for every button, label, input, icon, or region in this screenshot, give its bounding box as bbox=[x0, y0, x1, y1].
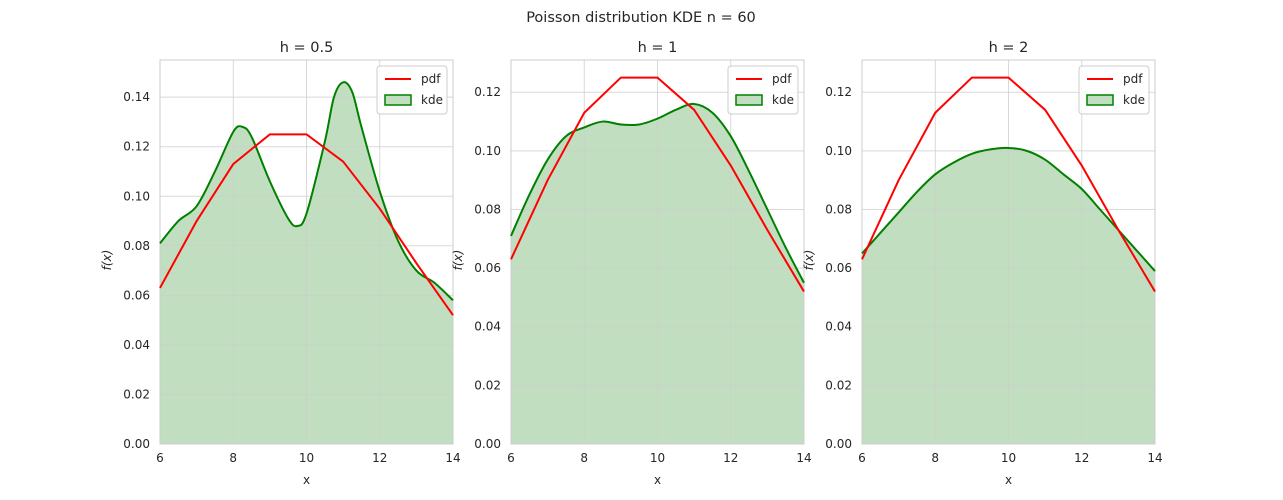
panel-title: h = 2 bbox=[989, 40, 1029, 56]
x-axis-label: x bbox=[303, 473, 310, 487]
x-tick-label: 6 bbox=[156, 451, 164, 465]
y-tick-label: 0.00 bbox=[825, 437, 852, 451]
legend-kde-swatch bbox=[1086, 94, 1114, 106]
axes-frame bbox=[159, 59, 454, 445]
y-tick-label: 0.04 bbox=[825, 320, 852, 334]
y-tick-label: 0.08 bbox=[474, 202, 501, 216]
x-tick-label: 14 bbox=[445, 451, 460, 465]
x-tick-label: 6 bbox=[507, 451, 515, 465]
pdf-line bbox=[159, 133, 454, 316]
y-axis-label: f(x) bbox=[100, 250, 114, 271]
y-tick-label: 0.02 bbox=[825, 378, 852, 392]
legend-kde-label: kde bbox=[421, 93, 443, 107]
legend-kde-label: kde bbox=[772, 93, 794, 107]
panel-title: h = 1 bbox=[638, 40, 678, 56]
y-tick-label: 0.04 bbox=[474, 320, 501, 334]
y-tick-label: 0.06 bbox=[825, 261, 852, 275]
kde-line bbox=[861, 146, 1156, 272]
panel-h-0-5: 6 8 10 12 14 0.00 0.02 0.04 0.06 0.08 0.10 0.12 0.14… bbox=[100, 40, 461, 487]
panel-title: h = 0.5 bbox=[280, 40, 334, 56]
kde-line bbox=[510, 102, 805, 284]
legend: pdf kde bbox=[727, 65, 799, 115]
y-tick-label: 0.12 bbox=[123, 140, 150, 154]
x-tick-label: 14 bbox=[796, 451, 811, 465]
x-tick-label: 8 bbox=[580, 451, 588, 465]
x-tick-label: 10 bbox=[650, 451, 665, 465]
axes-frame bbox=[510, 59, 805, 445]
x-tick-label: 8 bbox=[931, 451, 939, 465]
x-tick-label: 8 bbox=[229, 451, 237, 465]
y-tick-label: 0.10 bbox=[825, 144, 852, 158]
legend-pdf-label: pdf bbox=[772, 72, 792, 86]
y-axis-label: f(x) bbox=[802, 250, 816, 271]
legend-kde-swatch bbox=[384, 94, 412, 106]
y-tick-label: 0.08 bbox=[123, 239, 150, 253]
y-axis-label: f(x) bbox=[451, 250, 465, 271]
x-tick-label: 12 bbox=[1074, 451, 1089, 465]
y-tick-label: 0.10 bbox=[123, 189, 150, 203]
legend: pdf kde bbox=[376, 65, 448, 115]
panel-h-1: 6 8 10 12 14 0.00 0.02 0.04 0.06 0.08 0.10 0.12 h = … bbox=[451, 40, 812, 487]
legend: pdf kde bbox=[1078, 65, 1150, 115]
legend-pdf-label: pdf bbox=[421, 72, 441, 86]
figure-suptitle: Poisson distribution KDE n = 60 bbox=[526, 10, 756, 26]
y-tick-label: 0.02 bbox=[123, 387, 150, 401]
y-tick-label: 0.00 bbox=[123, 437, 150, 451]
y-tick-label: 0.04 bbox=[123, 338, 150, 352]
y-tick-label: 0.06 bbox=[123, 288, 150, 302]
x-tick-label: 12 bbox=[723, 451, 738, 465]
x-tick-label: 10 bbox=[299, 451, 314, 465]
x-axis-label: x bbox=[1005, 473, 1012, 487]
y-tick-label: 0.12 bbox=[474, 85, 501, 99]
pdf-line bbox=[861, 76, 1156, 293]
y-tick-label: 0.12 bbox=[825, 85, 852, 99]
y-tick-label: 0.14 bbox=[123, 90, 150, 104]
x-tick-label: 6 bbox=[858, 451, 866, 465]
y-tick-label: 0.08 bbox=[825, 202, 852, 216]
y-tick-label: 0.06 bbox=[474, 261, 501, 275]
legend-kde-label: kde bbox=[1123, 93, 1145, 107]
x-tick-label: 12 bbox=[372, 451, 387, 465]
y-tick-label: 0.02 bbox=[474, 378, 501, 392]
panel-h-2: 6 8 10 12 14 0.00 0.02 0.04 0.06 0.08 0.10 0.12 h = … bbox=[802, 40, 1163, 487]
y-tick-label: 0.00 bbox=[474, 437, 501, 451]
y-tick-label: 0.10 bbox=[474, 144, 501, 158]
x-tick-label: 14 bbox=[1147, 451, 1162, 465]
legend-kde-swatch bbox=[735, 94, 763, 106]
x-tick-label: 10 bbox=[1001, 451, 1016, 465]
pdf-line bbox=[510, 76, 805, 293]
x-axis-label: x bbox=[654, 473, 661, 487]
legend-pdf-label: pdf bbox=[1123, 72, 1143, 86]
